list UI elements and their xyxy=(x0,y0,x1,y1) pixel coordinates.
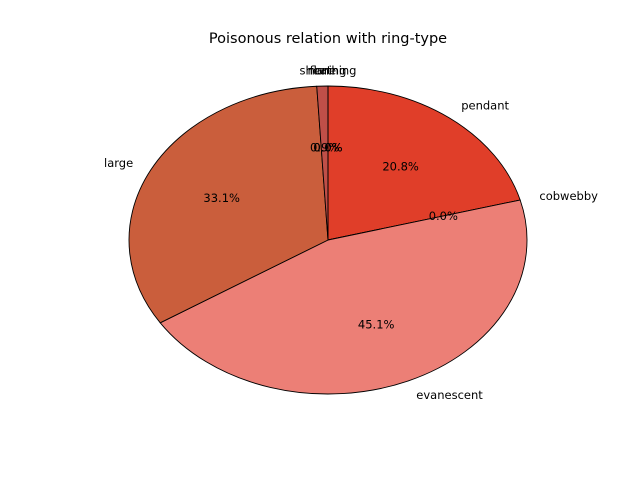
slice-percent-sheathing: 0.0% xyxy=(313,141,342,155)
slice-percent-pendant: 20.8% xyxy=(382,160,419,174)
slice-label-pendant: pendant xyxy=(461,99,509,113)
pie-slices xyxy=(128,85,528,395)
slice-percent-flaring: 0.0% xyxy=(313,141,342,155)
slice-percent-evanescent: 45.1% xyxy=(358,318,395,332)
pie-labels: pendant 20.8% cobwebby 0.0% evanescent 45.1% l… xyxy=(104,64,598,402)
slice-label-flaring: flaring xyxy=(310,64,347,78)
pie-slice-large xyxy=(128,85,329,324)
chart-title: Poisonous relation with ring-type xyxy=(209,31,447,47)
slice-label-large: large xyxy=(104,156,133,170)
pie-slice-pendant xyxy=(327,85,521,241)
slice-label-none: none xyxy=(307,64,336,78)
pie-slice-evanescent xyxy=(159,199,528,395)
slice-percent-none: 0.9% xyxy=(310,141,339,155)
slice-label-evanescent: evanescent xyxy=(416,388,483,402)
slice-percent-large: 33.1% xyxy=(203,191,240,205)
slice-percent-cobwebby: 0.0% xyxy=(429,209,458,223)
slice-label-sheathing: sheathing xyxy=(300,64,357,78)
slice-label-cobwebby: cobwebby xyxy=(539,189,598,203)
